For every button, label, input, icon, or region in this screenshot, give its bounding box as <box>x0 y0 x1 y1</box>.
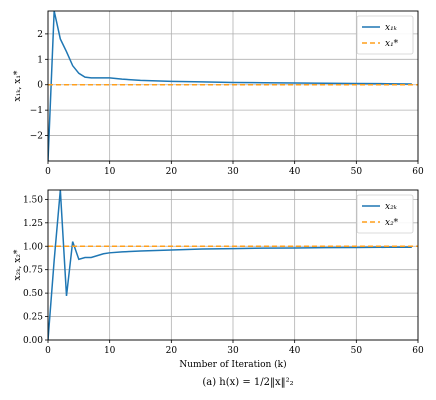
bottom-series-estimate-line <box>48 190 412 340</box>
top-y-axis-label: x₁ₖ, x₁* <box>13 70 23 101</box>
bottom-legend-label: x₂ₖ <box>385 202 398 212</box>
top-x-tick-label: 40 <box>289 167 301 177</box>
bottom-x-axis-label: Number of Iteration (k) <box>179 359 286 370</box>
bottom-axes-frame <box>47 189 419 341</box>
top-y-tick-label: −1 <box>30 106 43 116</box>
bottom-y-tick-label: 0.75 <box>23 266 43 276</box>
figure-caption: (a) h(x) = 1/2‖x‖²₂ <box>202 377 293 388</box>
bottom-y-axis-label: x₂ₖ, x₂* <box>13 249 23 280</box>
top-y-tick-label: −2 <box>30 132 43 142</box>
bottom-x-tick-label: 30 <box>227 346 239 356</box>
top-x-tick-label: 20 <box>166 167 178 177</box>
top-legend-label: x₁* <box>385 39 399 49</box>
top-axes-frame <box>47 10 419 162</box>
bottom-y-tick-label: 0.00 <box>23 336 43 346</box>
chart-panel-bottom: 0 10 20 30 40 50 60 0.00 0.25 0.50 0.75 1.00 1.25 1.5… <box>13 189 424 370</box>
top-x-tick-label: 0 <box>45 167 51 177</box>
top-series-estimate-line <box>48 11 412 161</box>
bottom-x-tick-label: 20 <box>166 346 178 356</box>
bottom-y-tick-label: 1.00 <box>23 242 43 252</box>
bottom-x-tick-label: 0 <box>45 346 51 356</box>
top-y-tick-label: 0 <box>37 81 43 91</box>
bottom-x-tick-label: 50 <box>351 346 363 356</box>
bottom-x-tick-label: 10 <box>104 346 116 356</box>
top-y-tick-label: 1 <box>37 55 43 65</box>
top-x-tick-label: 50 <box>351 167 363 177</box>
bottom-y-tick-label: 0.50 <box>23 289 43 299</box>
top-legend-label: x₁ₖ <box>385 23 398 33</box>
bottom-legend-label: x₂* <box>385 218 399 228</box>
bottom-legend-box <box>356 194 414 234</box>
bottom-x-tick-label: 60 <box>412 346 424 356</box>
bottom-y-tick-label: 1.50 <box>23 195 43 205</box>
bottom-y-tick-label: 1.25 <box>23 219 43 229</box>
top-x-tick-label: 10 <box>104 167 116 177</box>
bottom-x-tick-label: 40 <box>289 346 301 356</box>
top-x-tick-label: 60 <box>412 167 424 177</box>
bottom-y-tick-label: 0.25 <box>23 313 43 323</box>
top-legend-box <box>356 15 414 55</box>
top-y-tick-label: 2 <box>37 30 43 40</box>
top-x-tick-label: 30 <box>227 167 239 177</box>
chart-panel-top: 0 10 20 30 40 50 60 −2 −1 0 1 2 x₁ₖ, x₁* x₁ₖ x₁* <box>13 10 424 177</box>
